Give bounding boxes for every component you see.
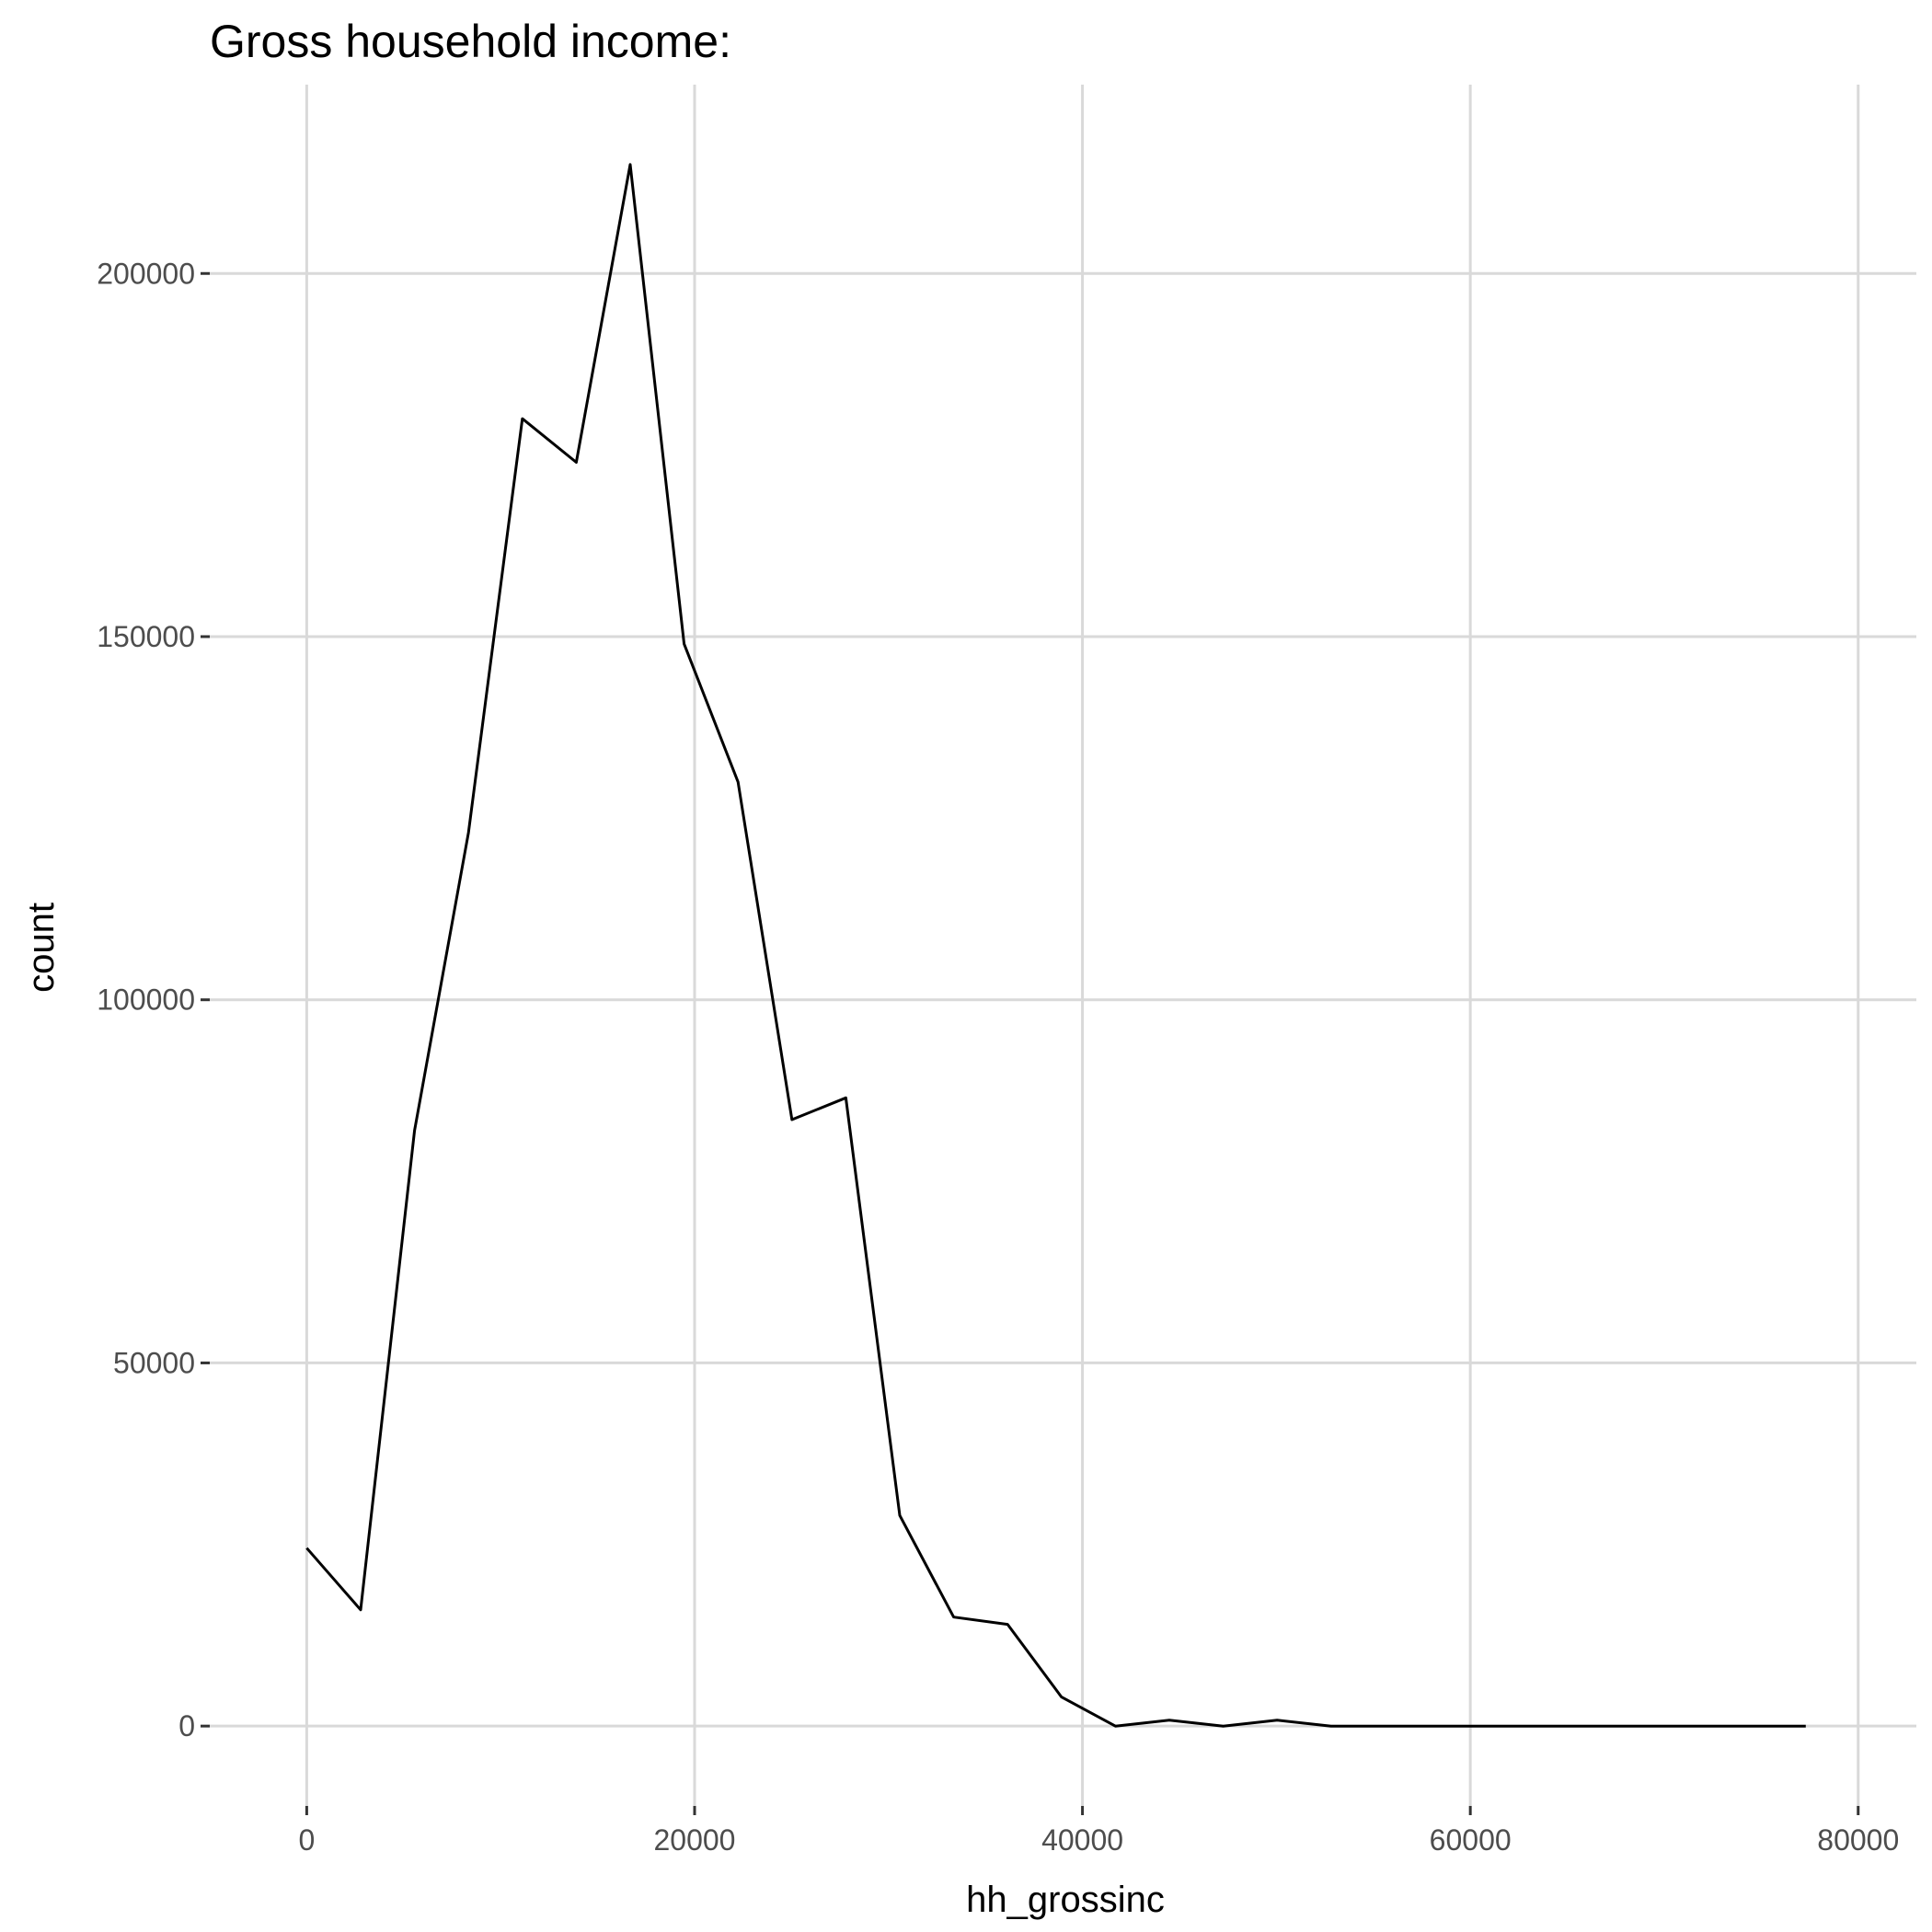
x-tick-label: 60000	[1430, 1823, 1512, 1857]
x-tick-label: 80000	[1817, 1823, 1899, 1857]
x-axis-title: hh_grossinc	[966, 1880, 1165, 1920]
y-tick-label: 200000	[97, 257, 195, 290]
chart-title: Gross household income:	[210, 16, 731, 67]
axis-ticks	[201, 271, 1860, 1815]
y-tick-label: 50000	[113, 1346, 195, 1379]
x-tick-label: 40000	[1041, 1823, 1123, 1857]
grid-lines	[210, 85, 1916, 1806]
x-tick-label: 0	[298, 1823, 315, 1857]
y-axis-tick-labels: 0 50000 100000 150000 200000	[97, 257, 195, 1742]
count-series-line	[305, 163, 1806, 1728]
y-tick-label: 0	[178, 1709, 195, 1742]
x-axis-tick-labels: 0 20000 40000 60000 80000	[298, 1823, 1899, 1857]
x-tick-label: 20000	[653, 1823, 735, 1857]
y-tick-label: 100000	[97, 983, 195, 1017]
y-tick-label: 150000	[97, 620, 195, 653]
y-axis-title: count	[21, 903, 62, 993]
